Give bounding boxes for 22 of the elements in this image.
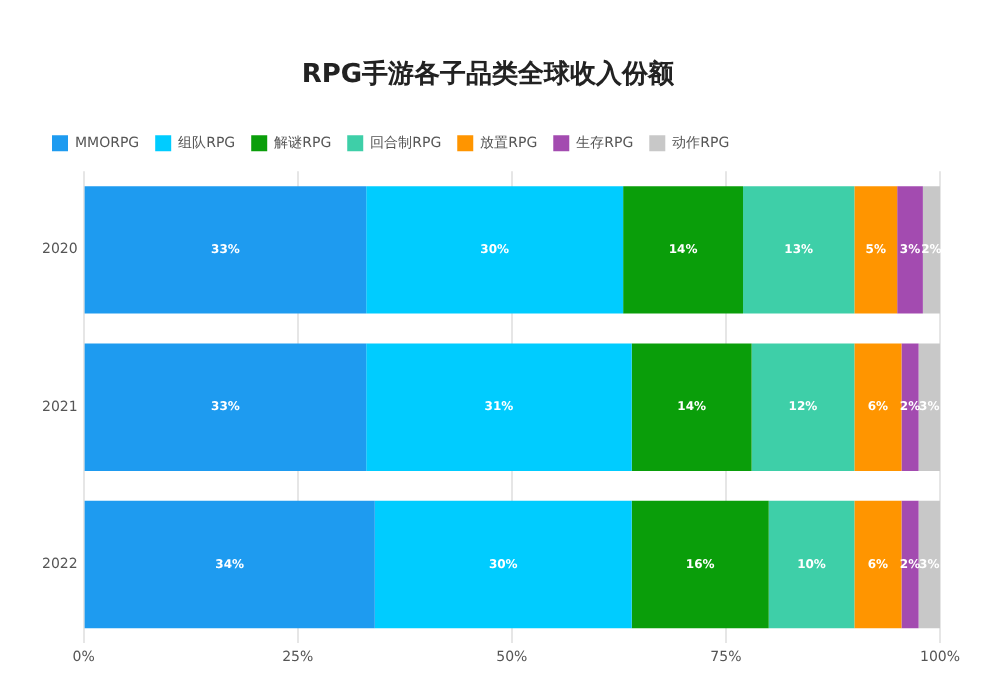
bar bbox=[854, 186, 898, 314]
bar bbox=[631, 500, 769, 629]
bar bbox=[854, 500, 902, 629]
bar bbox=[374, 500, 632, 629]
bar bbox=[743, 186, 855, 314]
chart-title: RPG手游各子品类全球收入份额 bbox=[301, 58, 677, 91]
bar bbox=[84, 500, 375, 629]
bar bbox=[623, 186, 744, 314]
bar bbox=[922, 186, 940, 314]
bar bbox=[897, 186, 923, 314]
bar bbox=[918, 343, 940, 471]
bar bbox=[918, 500, 940, 629]
bar bbox=[84, 186, 367, 314]
bar bbox=[901, 343, 919, 471]
bar bbox=[854, 343, 902, 471]
bar bbox=[366, 343, 632, 471]
bar bbox=[366, 186, 624, 314]
bar bbox=[768, 500, 855, 629]
bar bbox=[751, 343, 855, 471]
bar bbox=[901, 500, 919, 629]
bar bbox=[631, 343, 752, 471]
bar bbox=[84, 343, 367, 471]
